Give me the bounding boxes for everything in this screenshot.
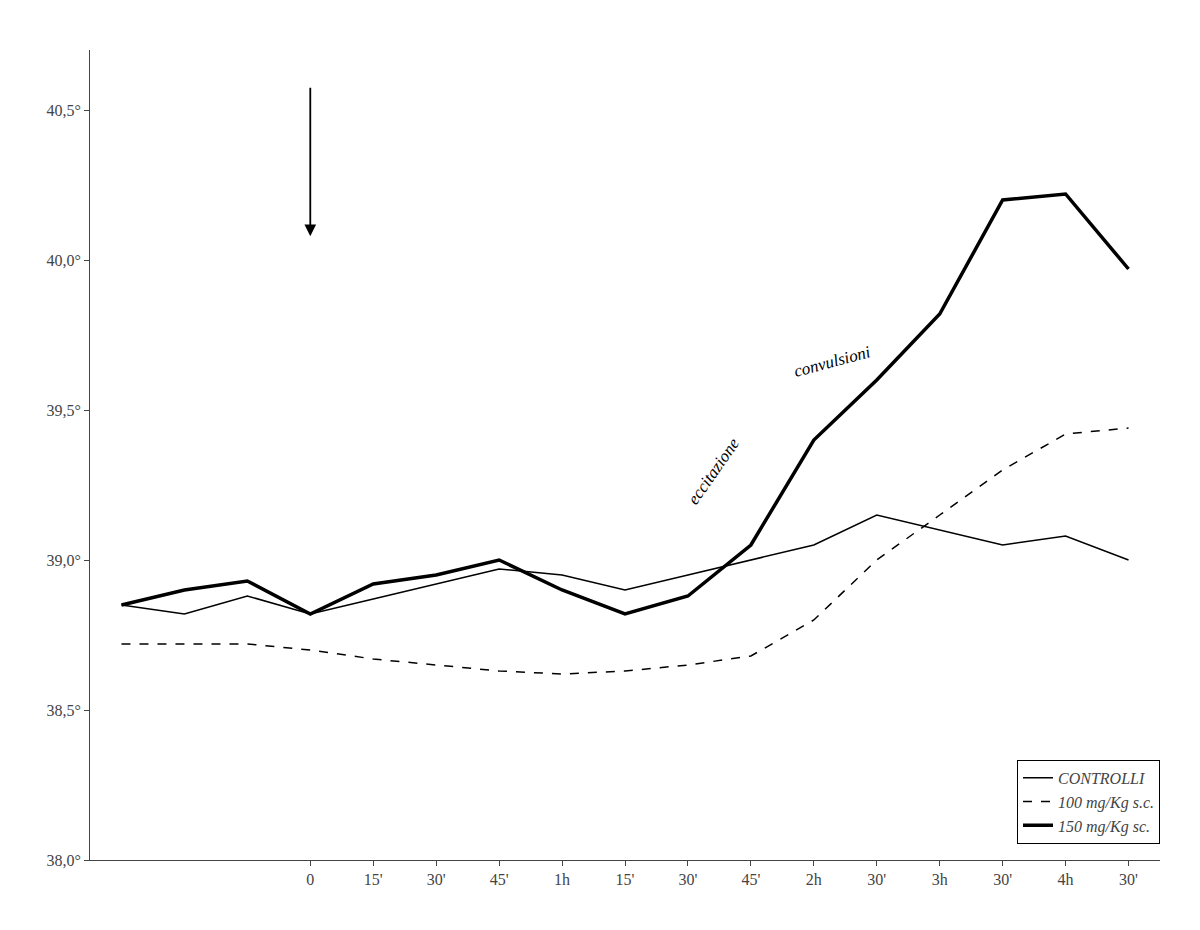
svg-text:30': 30'	[867, 871, 886, 888]
svg-text:39,0°: 39,0°	[46, 552, 80, 569]
svg-text:38,5°: 38,5°	[46, 702, 80, 719]
svg-text:30': 30'	[993, 871, 1012, 888]
svg-text:3h: 3h	[932, 871, 948, 888]
svg-text:eccitazione: eccitazione	[684, 434, 744, 508]
svg-text:45': 45'	[490, 871, 509, 888]
svg-text:0: 0	[306, 871, 314, 888]
svg-text:30': 30'	[1119, 871, 1138, 888]
svg-text:30': 30'	[678, 871, 697, 888]
svg-text:1h: 1h	[554, 871, 570, 888]
svg-text:150 mg/Kg sc.: 150 mg/Kg sc.	[1058, 818, 1150, 836]
svg-text:15': 15'	[616, 871, 635, 888]
svg-text:40,5°: 40,5°	[46, 102, 80, 119]
svg-text:15': 15'	[364, 871, 383, 888]
svg-text:100 mg/Kg s.c.: 100 mg/Kg s.c.	[1058, 794, 1154, 812]
svg-text:30': 30'	[427, 871, 446, 888]
svg-text:2h: 2h	[806, 871, 822, 888]
svg-text:40,0°: 40,0°	[46, 252, 80, 269]
svg-text:4h: 4h	[1058, 871, 1074, 888]
svg-text:45': 45'	[741, 871, 760, 888]
svg-text:38,0°: 38,0°	[46, 852, 80, 869]
svg-text:39,5°: 39,5°	[46, 402, 80, 419]
svg-text:convulsioni: convulsioni	[792, 342, 873, 381]
svg-text:CONTROLLI: CONTROLLI	[1058, 770, 1145, 787]
